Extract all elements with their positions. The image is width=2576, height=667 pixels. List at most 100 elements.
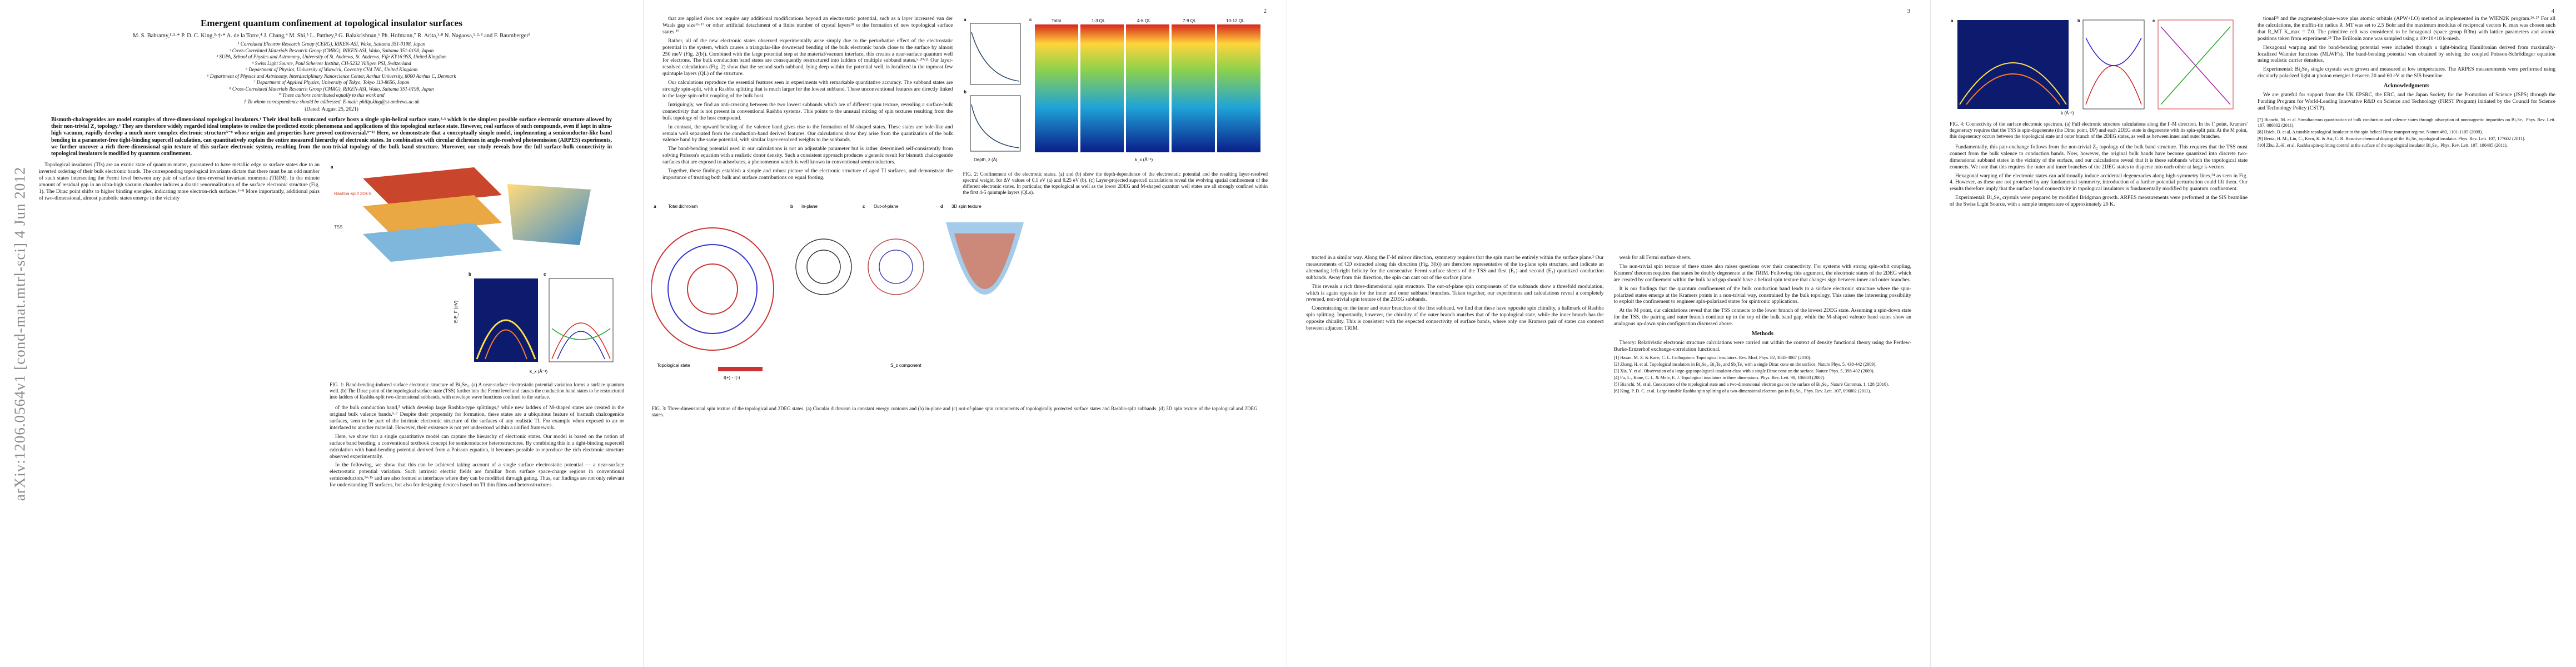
- band-surface: [507, 184, 591, 246]
- spin-cone: [954, 233, 1016, 289]
- page-number: 2: [1263, 8, 1267, 14]
- panel-label-a: a: [654, 204, 656, 209]
- acknowledgments: We are grateful for support from the UK …: [2258, 92, 2555, 111]
- panel-label-c: c: [863, 204, 865, 209]
- panel-title: In-plane: [801, 204, 818, 209]
- reference: [4] Fu, L., Kane, C. L. & Mele, E. J. To…: [1613, 375, 1826, 380]
- acknowledgments-heading: Acknowledgments: [2383, 83, 2430, 89]
- panel-label-b: b: [2077, 18, 2080, 23]
- author-list: M. S. Bahramy,¹·²·* P. D. C. King,³·†·* …: [133, 33, 530, 39]
- x-axis-label: k_x (Å⁻¹): [1135, 157, 1153, 162]
- band-curve: [485, 329, 527, 360]
- layer-panels: [1035, 24, 1261, 152]
- paragraph: Topological insulators (TIs) are an exot…: [39, 162, 320, 201]
- affiliation-line: † To whom correspondence should be addre…: [243, 98, 420, 104]
- panel-title: 3D spin texture: [951, 204, 981, 209]
- paragraph: Fundamentally, this pair-exchange follow…: [1950, 143, 2248, 170]
- paragraph: Concentrating on the inner and outer bra…: [1306, 305, 1604, 332]
- affiliation-line: ⁸ Cross-Correlated Materials Research Gr…: [229, 86, 434, 92]
- panel-label-b: b: [790, 204, 793, 209]
- panel-title: 1-3 QL: [1092, 18, 1105, 23]
- contour-ring: [651, 227, 775, 351]
- paragraph: that are applied does not require any ad…: [662, 16, 953, 35]
- figure-1-caption: FIG. 1: Band-bending-induced surface ele…: [330, 382, 624, 400]
- panel-label-c: c: [2153, 18, 2155, 23]
- affiliation-line: ³ SUPA, School of Physics and Astronomy,…: [216, 54, 447, 59]
- reference-list-left: [1] Hasan, M. Z. & Kane, C. L. Colloquiu…: [1614, 355, 1912, 394]
- band-curve: [557, 331, 605, 360]
- body-column-right: tional²⁵ and the augmented-plane-wave pl…: [2258, 16, 2555, 210]
- page-number: 3: [1907, 8, 1911, 14]
- figure-3: a Total dichroism Topological state I(+)…: [651, 200, 1257, 402]
- spin-contour: [806, 250, 841, 284]
- figure-4-caption: FIG. 4: Connectivity of the surface elec…: [1950, 121, 2248, 139]
- figure-2: a b Depth, z (Å) c Total: [963, 16, 1268, 168]
- panel-title: 10-12 QL: [1226, 18, 1245, 23]
- potential-plot-a: [970, 23, 1021, 85]
- colorbar: [718, 366, 763, 371]
- body-column-left: a b c k (Å⁻¹) FIG. 4: Connectivity of th…: [1950, 16, 2248, 210]
- affiliation-line: ⁶ Department of Physics and Astronomy, I…: [207, 73, 456, 79]
- label-rashba-2des: Rashba-split 2DES: [334, 191, 372, 196]
- paragraph: weak for all Fermi surface sheets.: [1619, 255, 1691, 261]
- figure-2-graphic: a b Depth, z (Å) c Total: [964, 17, 1261, 162]
- panel-title: Total dichroism: [668, 204, 698, 209]
- panel-title: Total: [1052, 18, 1061, 23]
- x-axis-label: Depth, z (Å): [974, 157, 998, 162]
- contour-ring: [667, 243, 758, 334]
- panel-label-b: b: [469, 272, 471, 277]
- paragraph: The band-bending potential used in our c…: [662, 146, 953, 166]
- page-number: 4: [2551, 8, 2555, 14]
- paragraph: Hexagonal warping and the band-bending p…: [2258, 44, 2555, 64]
- affiliation-line: ¹ Correlated Electron Research Group (CE…: [237, 41, 426, 47]
- page-3: 3 tracted in a similar way. Along the Γ-…: [1287, 0, 1931, 667]
- figure-3-graphic: a Total dichroism Topological state I(+)…: [651, 204, 1024, 380]
- reference: [5] Bianchi, M. et al. Coexistence of th…: [1613, 381, 1889, 387]
- label-tss: TSS: [334, 225, 343, 230]
- spin-contour: [879, 250, 914, 284]
- reference: [10] Zhu, Z.-H. et al. Rashba spin-split…: [2258, 142, 2508, 148]
- paragraph: The non-trivial spin texture of these st…: [1613, 263, 1912, 283]
- methods-paragraph: Theory: Relativistic electronic structur…: [1613, 339, 1912, 352]
- reference: [2] Zhang, H. et al. Topological insulat…: [1613, 361, 1877, 367]
- reference: [9] Benia, H. M., Lin, C., Kern, K. & As…: [2258, 136, 2525, 141]
- paragraph: At the M point, our calculations reveal …: [1613, 307, 1912, 327]
- affiliation-line: * These authors contributed equally to t…: [278, 92, 385, 98]
- layer-panel: [1217, 24, 1261, 152]
- contour-ring: [687, 263, 739, 315]
- reference: [1] Hasan, M. Z. & Kane, C. L. Colloquiu…: [1613, 355, 1811, 360]
- panel-label-d: d: [940, 204, 943, 209]
- colorbar-label: I(+) - I(-): [724, 375, 740, 380]
- figure-1-graphic: a Rashba-split 2DES TSS b c E: [331, 165, 614, 374]
- schematic-panel-b: [2082, 19, 2145, 109]
- spin-contour: [795, 238, 853, 295]
- layer-bottom: [363, 223, 502, 262]
- reference-list-right: [7] Bianchi, M. et al. Simultaneous quan…: [2258, 117, 2555, 148]
- page-1: arXiv:1206.0564v1 [cond-mat.mtrl-sci] 4 …: [0, 0, 644, 667]
- layer-panel: [1035, 24, 1079, 152]
- paragraph: Rather, all of the new electronic states…: [662, 37, 953, 77]
- panel-title: 7-9 QL: [1183, 18, 1197, 23]
- paper-title: Emergent quantum confinement at topologi…: [201, 18, 462, 28]
- figure-3-caption: FIG. 3: Three-dimensional spin texture o…: [651, 405, 1258, 417]
- paragraph: Together, these findings establish a sim…: [662, 168, 953, 181]
- band-curve: [1959, 62, 2067, 105]
- panel-label-c: c: [544, 272, 546, 277]
- spin-contour: [868, 238, 925, 295]
- band-curve: [2160, 26, 2231, 105]
- paragraph: of the bulk conduction band,⁵ which deve…: [330, 405, 624, 431]
- panel-label-c: c: [1029, 17, 1032, 22]
- paragraph: It is our findings that the quantum conf…: [1613, 285, 1912, 305]
- layer-panel: [1172, 24, 1215, 152]
- date-line: (Dated: August 25, 2021): [305, 107, 358, 112]
- paragraph: Experimental: Bi₂Se₃ crystals were prepa…: [1950, 195, 2248, 208]
- paragraph: Experimental: Bi₂Se₃ single crystals wer…: [2258, 66, 2555, 79]
- panel-label-a: a: [331, 165, 333, 170]
- band-curve: [1966, 73, 2060, 105]
- affiliations: ¹ Correlated Electron Research Group (CE…: [39, 41, 624, 105]
- x-axis-label: k_x (Å⁻¹): [530, 369, 548, 374]
- paragraph: tracted in a similar way. Along the Γ-M …: [1306, 255, 1604, 281]
- paragraph: Our calculations reproduce the essential…: [662, 79, 953, 99]
- figure-4: a b c k (Å⁻¹): [1950, 16, 2248, 118]
- figure-1: a Rashba-split 2DES TSS b c E: [330, 162, 624, 379]
